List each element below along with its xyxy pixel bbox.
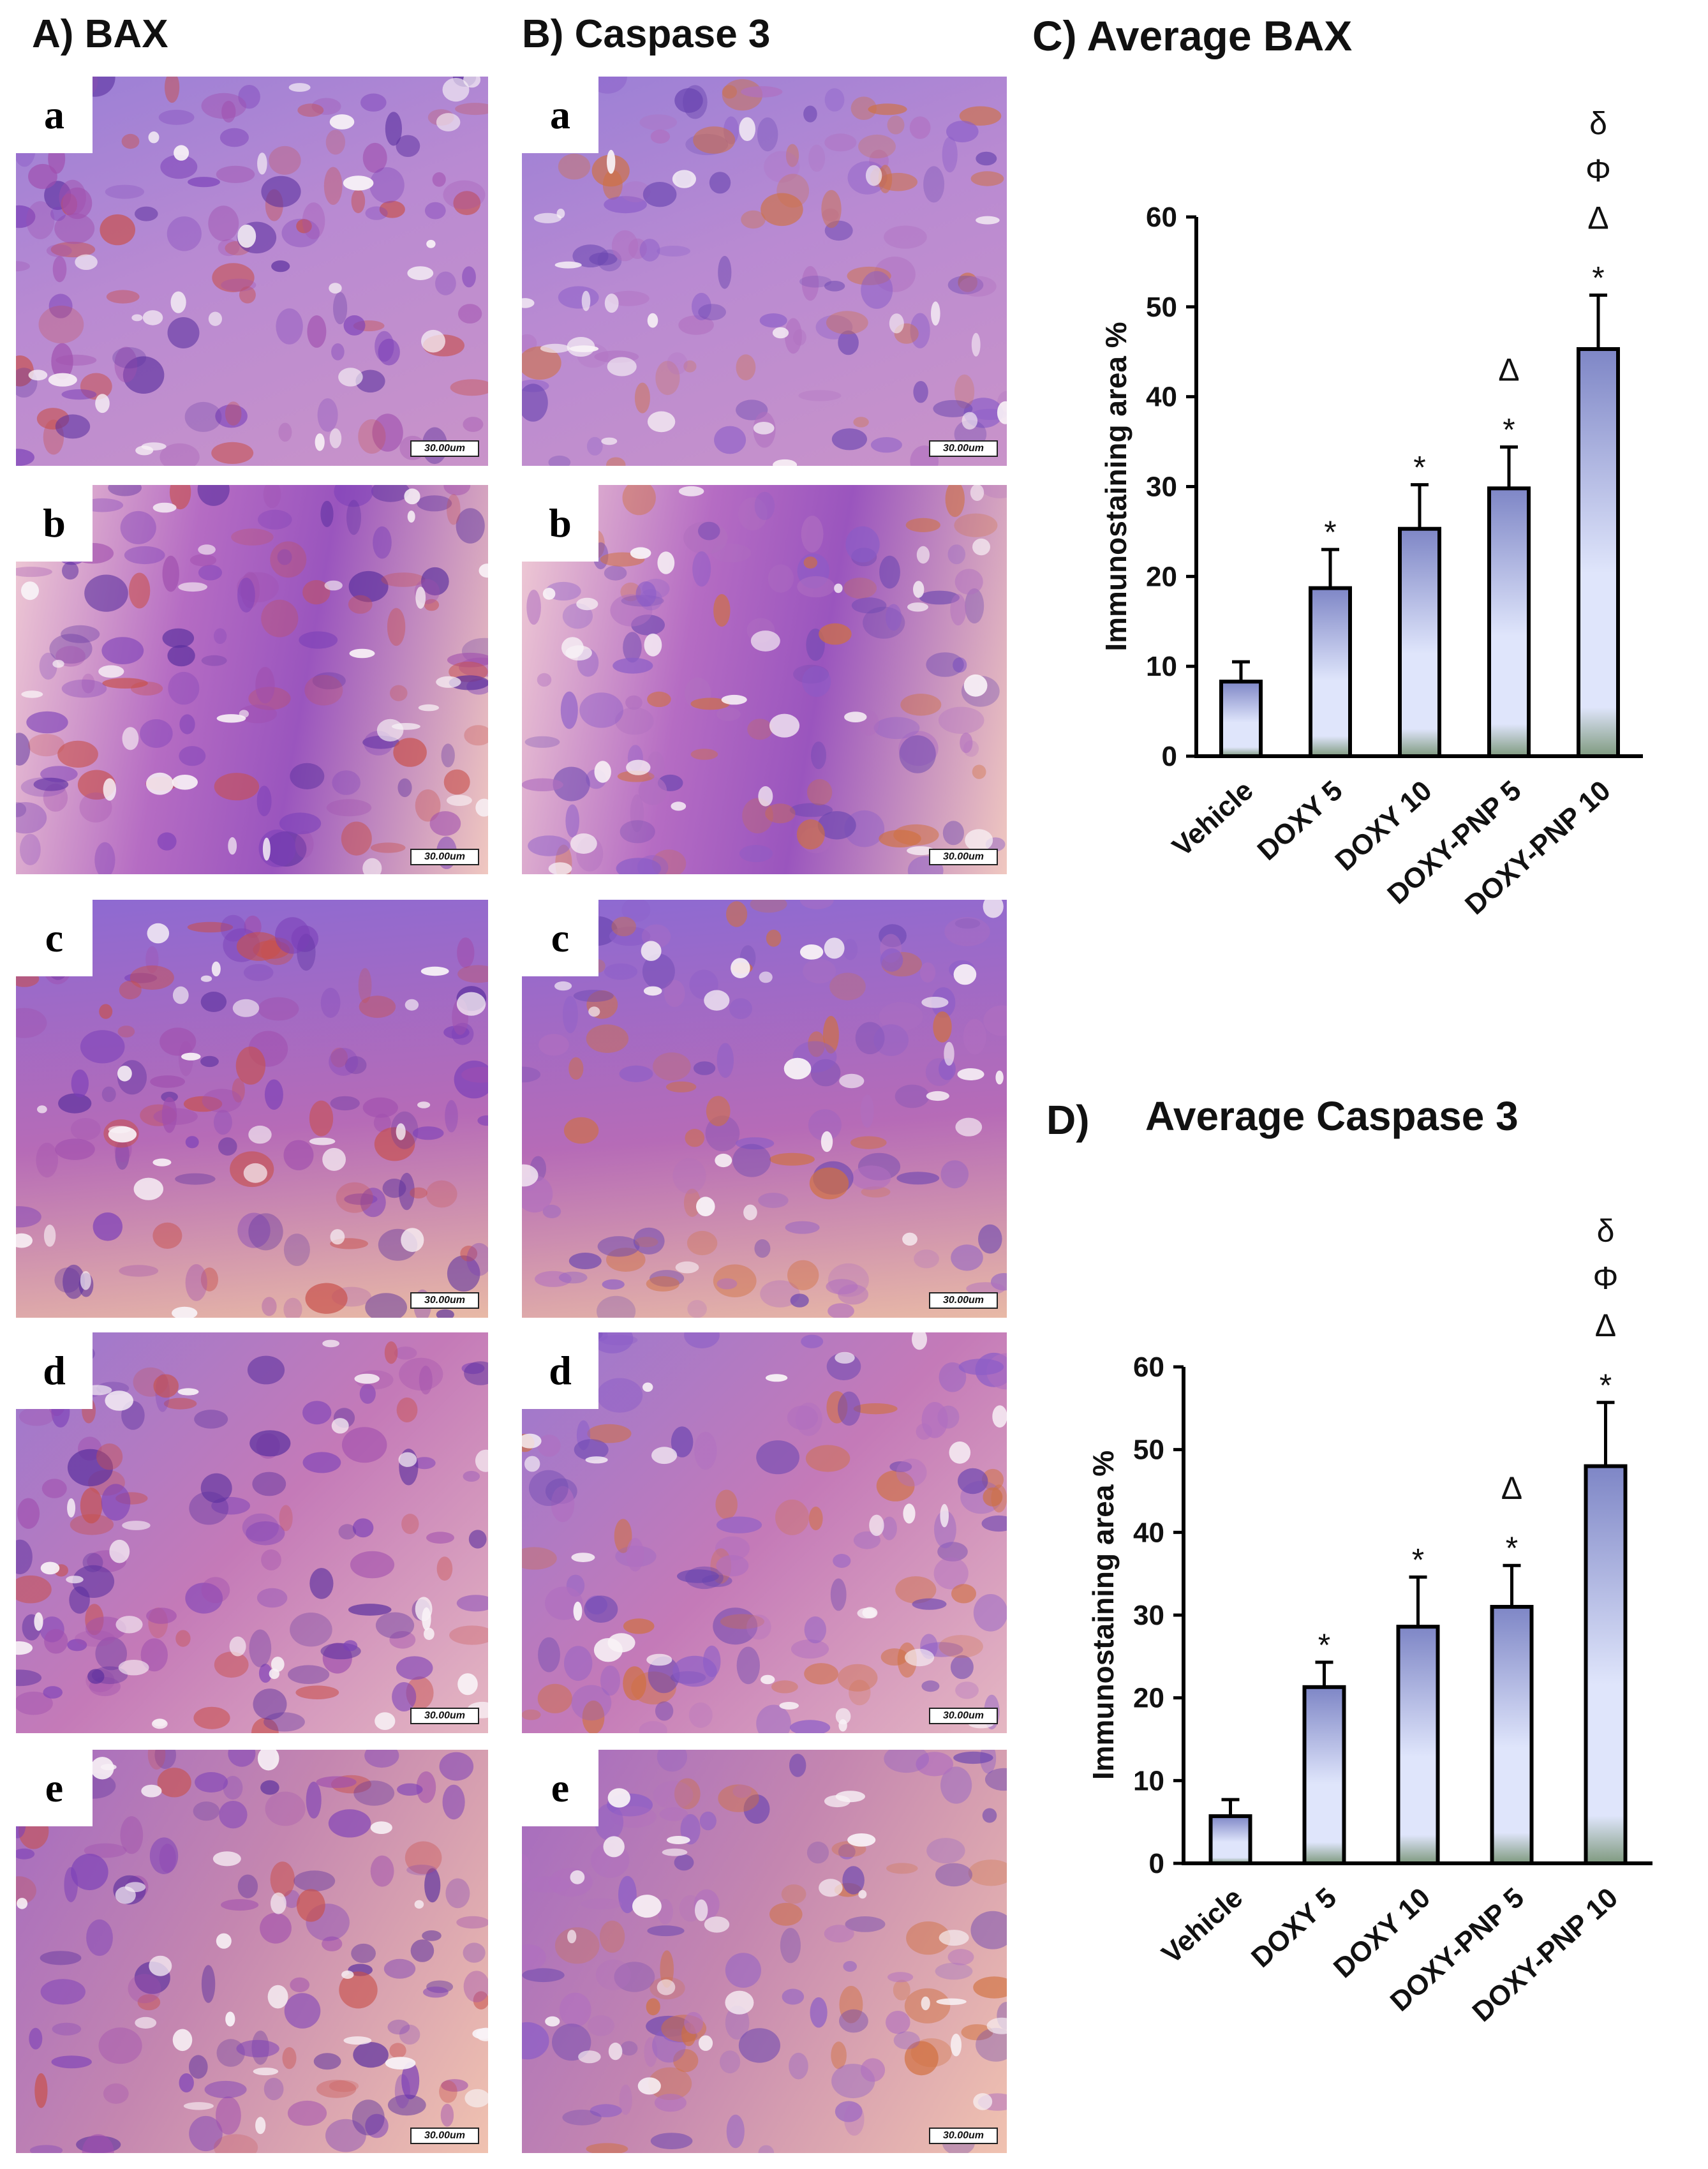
micrograph-bax-e: e 30.00um xyxy=(16,1750,488,2153)
micrograph-bax-c: c 30.00um xyxy=(16,900,488,1318)
y-tick-label: 0 xyxy=(1149,1848,1164,1879)
heading-average-caspase: Average Caspase 3 xyxy=(1145,1093,1519,1139)
y-tick-label: 40 xyxy=(1133,1517,1164,1548)
bar xyxy=(1302,1685,1346,1865)
bar xyxy=(1396,1625,1440,1865)
panel-label: c xyxy=(16,900,93,976)
y-tick-label: 30 xyxy=(1133,1600,1164,1631)
y-tick-label: 60 xyxy=(1146,202,1177,233)
panel-label: d xyxy=(522,1332,598,1409)
significance-marker: δ xyxy=(1597,1213,1615,1249)
y-axis-label: Immunostaining area % xyxy=(1099,322,1132,651)
panel-label: e xyxy=(522,1750,598,1826)
significance-marker: * xyxy=(1600,1368,1612,1403)
bar xyxy=(1487,486,1531,758)
panel-label: b xyxy=(522,485,598,562)
scale-bar: 30.00um xyxy=(410,849,479,865)
significance-marker: * xyxy=(1413,450,1425,486)
y-tick-label: 50 xyxy=(1146,292,1177,323)
heading-bax: A) BAX xyxy=(32,12,168,56)
y-tick-label: 20 xyxy=(1146,561,1177,592)
significance-marker: δ xyxy=(1589,106,1607,142)
scale-bar: 30.00um xyxy=(929,1292,998,1309)
bar xyxy=(1309,586,1352,758)
tissue-texture xyxy=(16,485,488,874)
micrograph-caspase-a: a 30.00um xyxy=(522,77,1007,466)
y-tick-label: 60 xyxy=(1133,1352,1164,1383)
bar xyxy=(1490,1605,1534,1865)
significance-marker: * xyxy=(1318,1627,1330,1663)
bar xyxy=(1584,1464,1628,1866)
significance-marker: Φ xyxy=(1593,1260,1619,1296)
micrograph-bax-a: a 30.00um xyxy=(16,77,488,466)
significance-marker: * xyxy=(1503,412,1515,448)
y-tick-label: 30 xyxy=(1146,472,1177,503)
y-tick-label: 0 xyxy=(1162,741,1177,772)
significance-marker: * xyxy=(1412,1542,1424,1577)
category-label: Vehicle xyxy=(1156,1882,1249,1970)
y-tick-label: 40 xyxy=(1146,382,1177,413)
significance-marker: Δ xyxy=(1498,352,1519,388)
bar xyxy=(1219,680,1263,759)
caspase-bar-chart: 0 10 20 30 40 50 60 Immunostaining area % Vehicl… xyxy=(1087,1213,1652,2028)
significance-marker: Δ xyxy=(1501,1470,1522,1506)
panel-label: c xyxy=(522,900,598,976)
scale-bar: 30.00um xyxy=(410,440,479,457)
tissue-texture xyxy=(522,1750,1007,2153)
scale-bar: 30.00um xyxy=(929,849,998,865)
bar xyxy=(1208,1814,1252,1865)
panel-label: b xyxy=(16,485,93,562)
significance-marker: Δ xyxy=(1587,200,1608,236)
heading-d-letter: D) xyxy=(1046,1097,1090,1143)
y-tick-label: 10 xyxy=(1146,651,1177,682)
scale-bar: 30.00um xyxy=(929,2128,998,2144)
category-label: Vehicle xyxy=(1166,775,1259,863)
y-tick-label: 50 xyxy=(1133,1435,1164,1466)
scale-bar: 30.00um xyxy=(410,2128,479,2144)
micrograph-caspase-d: d 30.00um xyxy=(522,1332,1007,1733)
panel-label: a xyxy=(522,77,598,153)
y-axis-label: Immunostaining area % xyxy=(1087,1450,1120,1780)
significance-marker: Φ xyxy=(1585,153,1611,189)
scale-bar: 30.00um xyxy=(929,440,998,457)
micrograph-bax-d: d 30.00um xyxy=(16,1332,488,1733)
micrograph-caspase-c: c 30.00um xyxy=(522,900,1007,1318)
micrograph-caspase-b: b 30.00um xyxy=(522,485,1007,874)
tissue-texture xyxy=(16,1750,488,2153)
micrograph-caspase-e: e 30.00um xyxy=(522,1750,1007,2153)
y-tick-label: 10 xyxy=(1133,1765,1164,1796)
scale-bar: 30.00um xyxy=(929,1708,998,1724)
panel-label: d xyxy=(16,1332,93,1409)
panel-label: e xyxy=(16,1750,93,1826)
scale-bar: 30.00um xyxy=(410,1708,479,1724)
heading-average-bax: C) Average BAX xyxy=(1032,12,1353,59)
scale-bar: 30.00um xyxy=(410,1292,479,1309)
significance-marker: Δ xyxy=(1595,1308,1616,1343)
y-tick-label: 20 xyxy=(1133,1683,1164,1714)
bar xyxy=(1398,526,1441,758)
significance-marker: * xyxy=(1592,260,1604,296)
bar xyxy=(1577,347,1620,758)
significance-marker: * xyxy=(1324,514,1336,550)
panel-label: a xyxy=(16,77,93,153)
bax-bar-chart: 0 10 20 30 40 50 60 Immunostaining area % Vehicl… xyxy=(1099,106,1643,921)
micrograph-bax-b: b 30.00um xyxy=(16,485,488,874)
significance-marker: * xyxy=(1506,1530,1518,1566)
heading-caspase: B) Caspase 3 xyxy=(522,12,771,56)
